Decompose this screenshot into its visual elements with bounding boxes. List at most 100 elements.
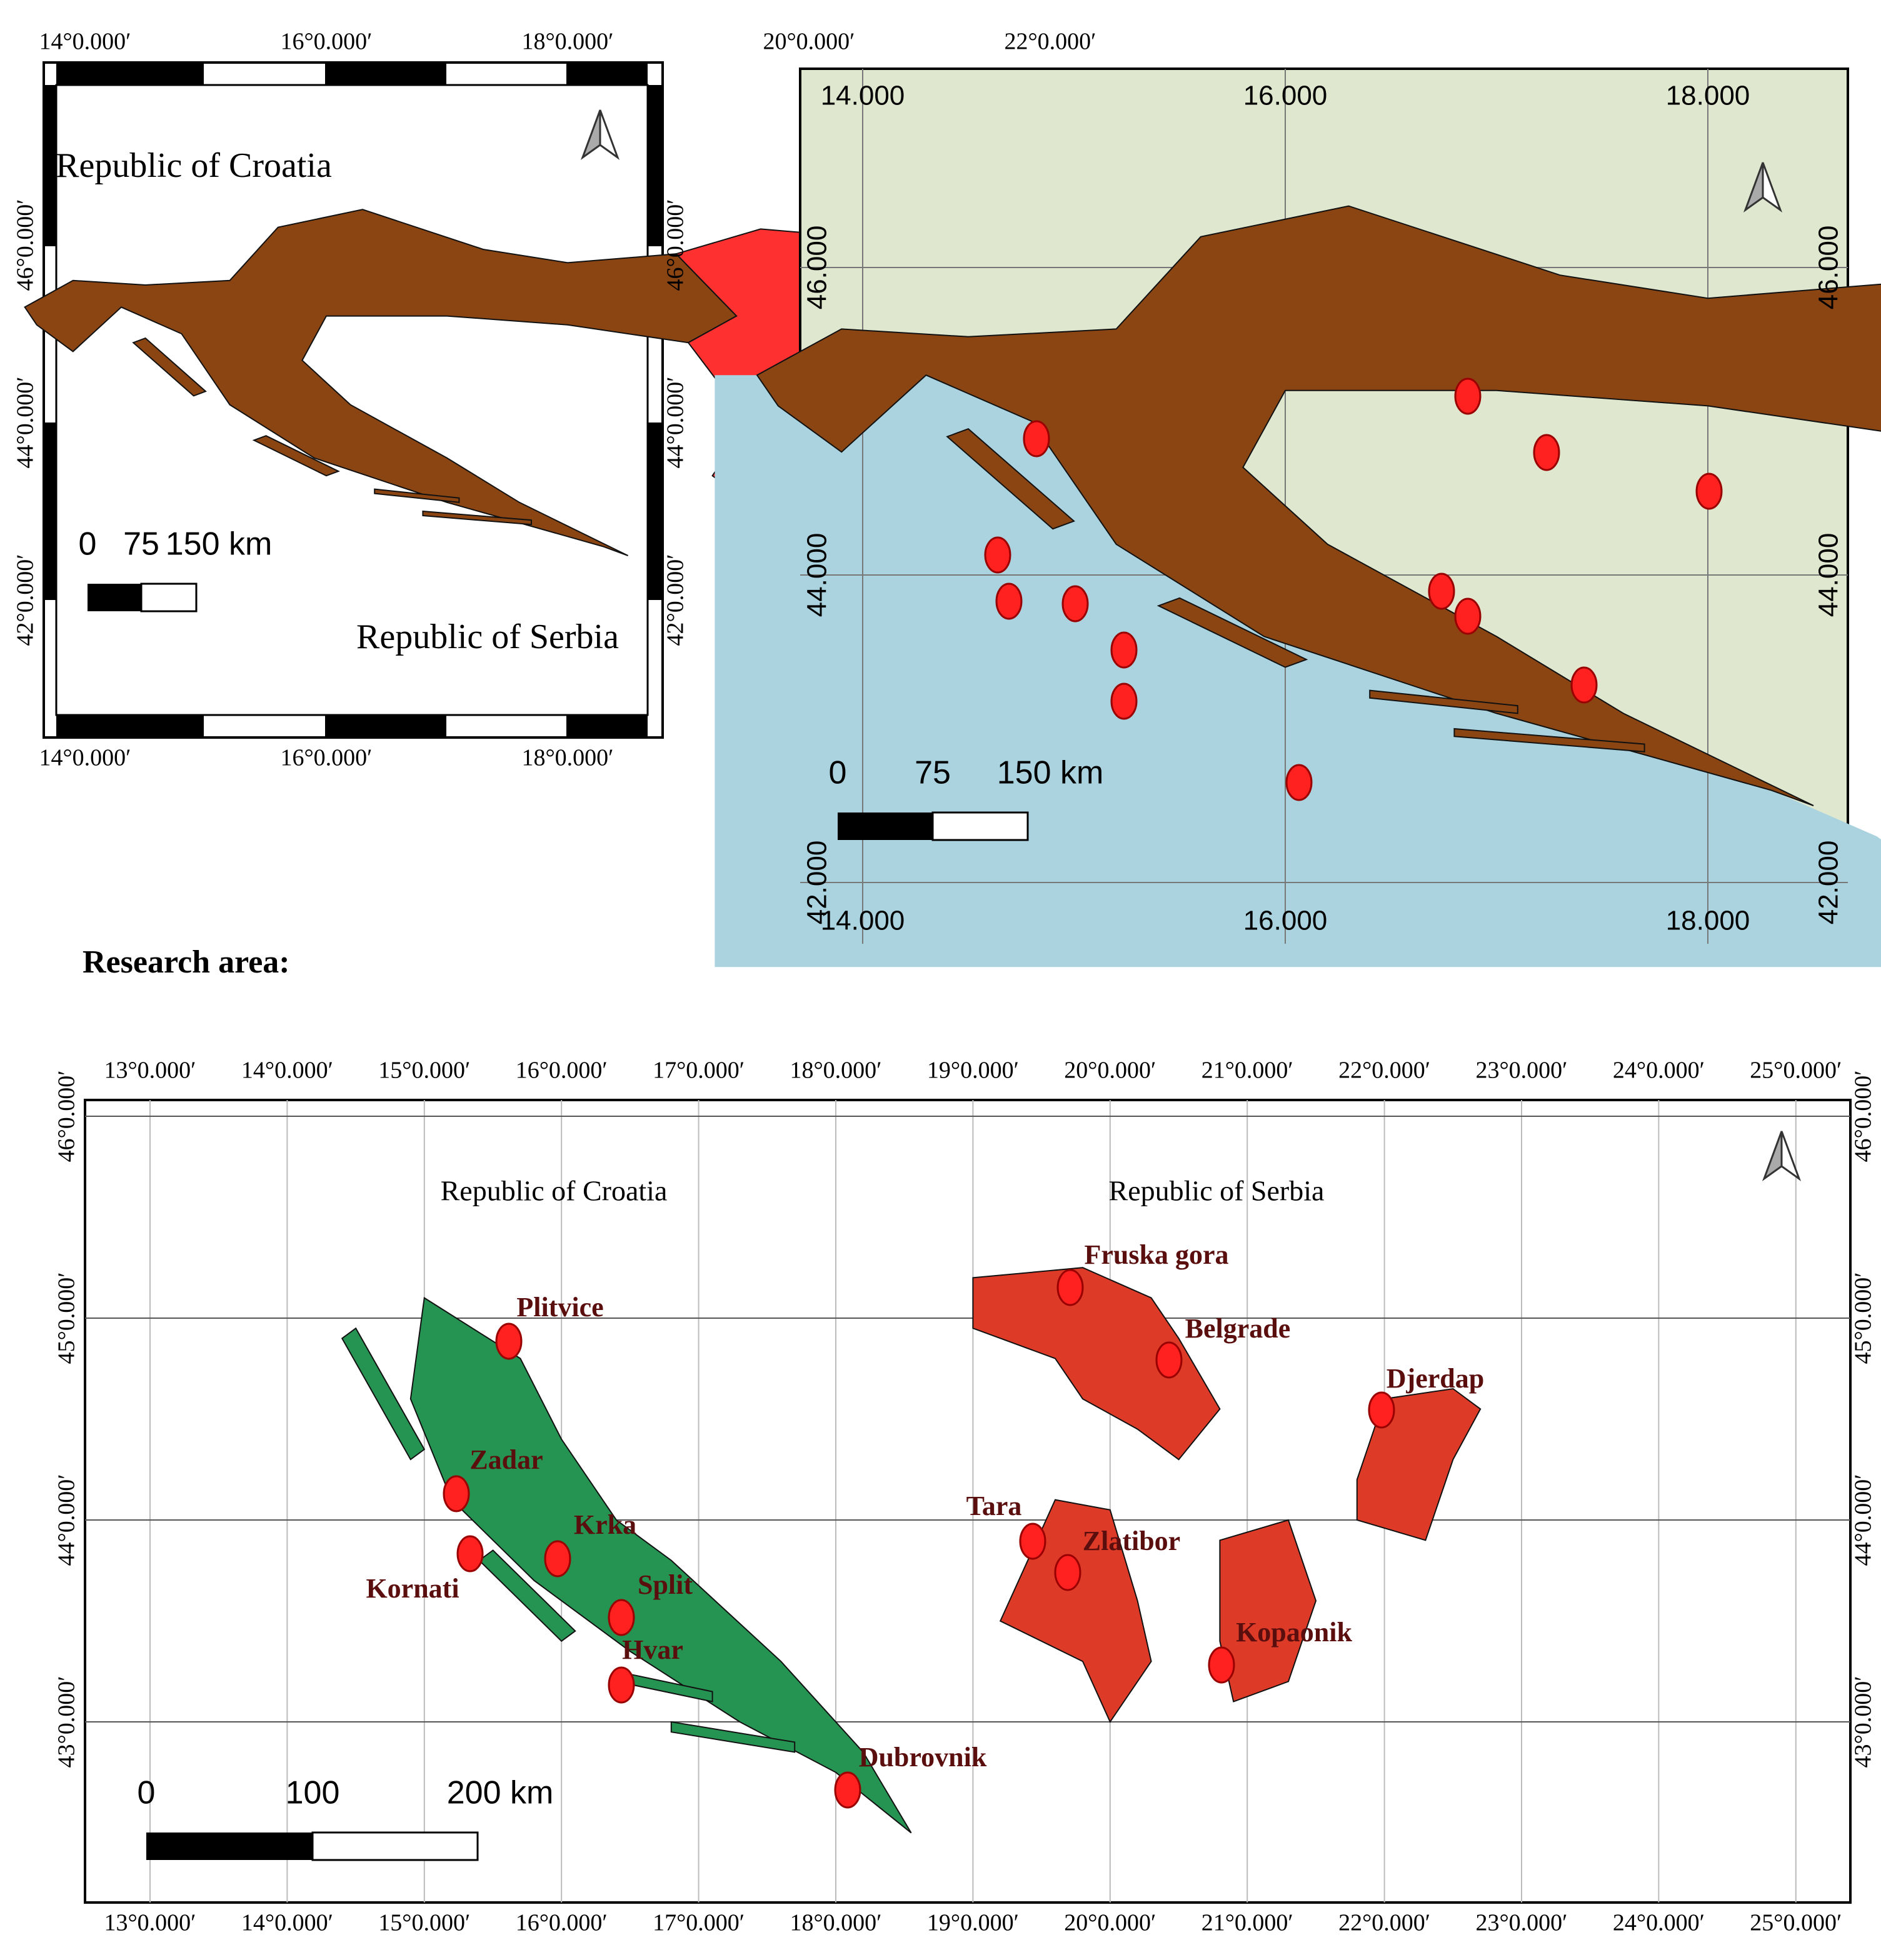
latitude-label: 46°0.000′ bbox=[663, 199, 689, 291]
island-shape bbox=[252, 435, 340, 477]
island-shape bbox=[132, 337, 207, 397]
latitude-label: 46°0.000′ bbox=[13, 199, 39, 291]
north-arrow bbox=[1762, 162, 1783, 213]
frame-segment bbox=[566, 715, 648, 738]
croatia-shape bbox=[756, 205, 1881, 806]
longitude-label: 22°0.000′ bbox=[1338, 1910, 1430, 1936]
longitude-label: 17°0.000′ bbox=[653, 1910, 745, 1936]
longitude-label: 16.000 bbox=[1243, 81, 1328, 111]
frame-segment bbox=[325, 62, 446, 85]
latitude-label: 46°0.000′ bbox=[54, 1070, 80, 1162]
island-shape bbox=[1156, 597, 1308, 668]
site-marker bbox=[1454, 378, 1482, 415]
longitude-label: 22°0.000′ bbox=[1338, 1058, 1430, 1084]
place-label: Dubrovnik bbox=[859, 1742, 987, 1772]
site-marker bbox=[1110, 682, 1138, 720]
latitude-label: 46°0.000′ bbox=[1850, 1070, 1877, 1162]
country-label: Republic of Croatia bbox=[56, 146, 332, 185]
croatia-shape bbox=[409, 1296, 912, 1834]
scale-bar-white bbox=[140, 582, 198, 612]
longitude-label: 20°0.000′ bbox=[763, 29, 855, 55]
longitude-label: 24°0.000′ bbox=[1613, 1058, 1705, 1084]
longitude-label: 18°0.000′ bbox=[790, 1910, 881, 1936]
site-marker bbox=[1695, 472, 1723, 510]
island-shape bbox=[1453, 728, 1645, 752]
place-label: Hvar bbox=[622, 1634, 683, 1665]
longitude-label: 18.000 bbox=[1666, 81, 1750, 111]
island-shape bbox=[946, 428, 1075, 530]
place-label: Zadar bbox=[469, 1444, 543, 1475]
frame-segment bbox=[648, 422, 663, 600]
longitude-label: 19°0.000′ bbox=[927, 1058, 1019, 1084]
map-frame bbox=[84, 1099, 1852, 1904]
latitude-label: 43°0.000′ bbox=[54, 1676, 80, 1768]
latitude-label: 44.000 bbox=[1813, 533, 1844, 618]
scale-label: 100 bbox=[286, 1775, 340, 1811]
longitude-label: 20°0.000′ bbox=[1064, 1910, 1156, 1936]
latitude-label: 46.000 bbox=[802, 226, 833, 310]
longitude-label: 13°0.000′ bbox=[104, 1058, 196, 1084]
site-marker bbox=[456, 1535, 484, 1572]
longitude-label: 18.000 bbox=[1666, 906, 1750, 936]
site-marker bbox=[608, 1666, 635, 1704]
map-frame bbox=[43, 61, 664, 739]
scale-bar-black bbox=[838, 812, 933, 840]
longitude-label: 16°0.000′ bbox=[516, 1910, 608, 1936]
latitude-label: 44°0.000′ bbox=[663, 376, 689, 468]
longitude-label: 25°0.000′ bbox=[1750, 1058, 1842, 1084]
longitude-label: 16°0.000′ bbox=[516, 1058, 608, 1084]
site-marker bbox=[1061, 585, 1089, 622]
latitude-label: 44°0.000′ bbox=[54, 1474, 80, 1566]
longitude-label: 14°0.000′ bbox=[39, 29, 131, 55]
north-arrow bbox=[1780, 1131, 1802, 1182]
frame-segment bbox=[648, 85, 663, 246]
island-shape bbox=[670, 1721, 796, 1753]
longitude-label: 19°0.000′ bbox=[927, 1910, 1019, 1936]
longitude-label: 18°0.000′ bbox=[790, 1058, 881, 1084]
longitude-label: 18°0.000′ bbox=[521, 29, 613, 55]
island-shape bbox=[1369, 689, 1518, 714]
place-label: Kornati bbox=[366, 1573, 459, 1604]
latitude-label: 44°0.000′ bbox=[13, 376, 39, 468]
site-marker bbox=[1368, 1391, 1395, 1429]
longitude-label: 16°0.000′ bbox=[280, 29, 372, 55]
site-marker bbox=[1285, 764, 1313, 801]
latitude-label: 42.000 bbox=[1813, 841, 1844, 925]
site-marker bbox=[1428, 572, 1455, 610]
frame-segment bbox=[56, 62, 85, 85]
longitude-label: 23°0.000′ bbox=[1475, 1910, 1567, 1936]
site-marker bbox=[1570, 666, 1598, 704]
country-label: Republic of Serbia bbox=[356, 618, 619, 656]
scale-bar-white bbox=[931, 811, 1029, 841]
site-marker bbox=[1019, 1522, 1046, 1560]
longitude-label: 21°0.000′ bbox=[1201, 1910, 1293, 1936]
longitude-label: 14°0.000′ bbox=[241, 1910, 333, 1936]
scale-label: 200 km bbox=[447, 1775, 554, 1811]
longitude-label: 20°0.000′ bbox=[1064, 1058, 1156, 1084]
latitude-label: 45°0.000′ bbox=[1850, 1272, 1877, 1364]
scale-bar-black bbox=[146, 1832, 313, 1860]
frame-segment bbox=[325, 715, 446, 738]
site-marker bbox=[495, 1322, 523, 1360]
longitude-label: 22°0.000′ bbox=[1004, 29, 1096, 55]
longitude-label: 18°0.000′ bbox=[521, 745, 613, 771]
site-marker bbox=[834, 1771, 861, 1809]
latitude-label: 42°0.000′ bbox=[13, 554, 39, 646]
place-label: Kopaonik bbox=[1236, 1617, 1352, 1648]
longitude-label: 16°0.000′ bbox=[280, 745, 372, 771]
latitude-label: 42°0.000′ bbox=[663, 554, 689, 646]
scale-label: 0 bbox=[138, 1775, 156, 1811]
latitude-label: 46.000 bbox=[1813, 226, 1844, 310]
scale-bar-white bbox=[311, 1831, 479, 1861]
section-label: Research area: bbox=[83, 944, 290, 980]
site-marker bbox=[1023, 420, 1050, 458]
place-label: Tara bbox=[966, 1491, 1022, 1521]
longitude-label: 14°0.000′ bbox=[39, 745, 131, 771]
place-label: Belgrade bbox=[1185, 1313, 1291, 1344]
north-arrow bbox=[599, 109, 620, 161]
longitude-label: 23°0.000′ bbox=[1475, 1058, 1567, 1084]
site-marker bbox=[1155, 1341, 1183, 1379]
place-label: Zlatibor bbox=[1083, 1526, 1180, 1556]
place-label: Fruska gora bbox=[1085, 1239, 1229, 1270]
